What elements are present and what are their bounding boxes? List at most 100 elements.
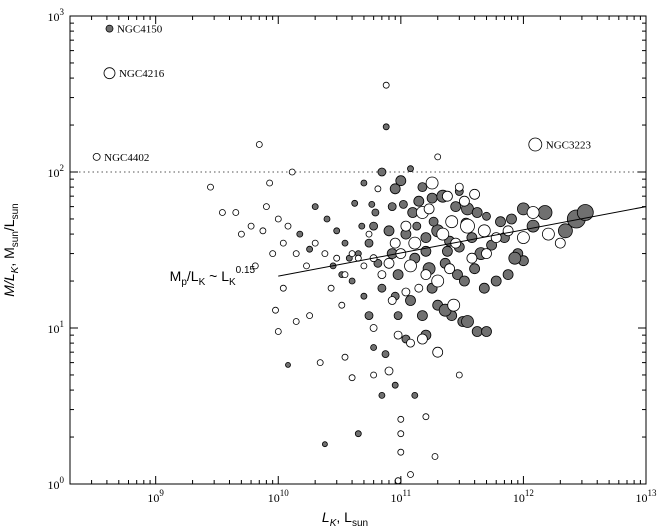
data-point-filled xyxy=(481,326,492,337)
data-point-open xyxy=(274,215,282,223)
data-point-filled xyxy=(368,200,376,208)
data-point-open xyxy=(408,236,422,250)
data-point-filled xyxy=(389,183,401,195)
data-point-open xyxy=(502,225,514,237)
data-point-open xyxy=(272,306,279,314)
data-point-filled xyxy=(369,221,379,231)
data-point-filled xyxy=(466,232,478,244)
data-point-open xyxy=(554,237,566,249)
data-point-open xyxy=(458,195,470,207)
annotated-point xyxy=(528,137,543,152)
data-point-open xyxy=(382,81,390,89)
fit-label: Mp/LK ~ LK0.15 xyxy=(170,265,256,288)
data-point-open xyxy=(400,220,412,232)
x-tick-label: 1011 xyxy=(391,488,412,505)
data-point-open xyxy=(292,318,300,325)
data-point-open xyxy=(455,371,463,379)
data-point-open xyxy=(383,257,395,269)
data-point-open xyxy=(460,218,475,234)
data-point-filled xyxy=(306,245,314,253)
data-point-open xyxy=(292,250,300,258)
data-point-open xyxy=(416,333,428,345)
data-point-open xyxy=(369,324,378,332)
data-point-filled xyxy=(558,223,573,239)
data-point-filled xyxy=(296,230,304,238)
data-point-filled xyxy=(377,167,387,177)
data-point-open xyxy=(279,284,287,292)
data-point-filled xyxy=(370,344,378,351)
data-point-filled xyxy=(392,269,404,281)
data-point-filled xyxy=(471,326,483,337)
annotation-label: NGC4402 xyxy=(104,152,149,164)
data-point-open xyxy=(436,227,450,241)
data-point-open xyxy=(445,215,459,229)
data-point-filled xyxy=(387,202,397,212)
y-tick-label: 103 xyxy=(48,7,65,24)
data-point-open xyxy=(259,227,267,235)
data-point-filled xyxy=(341,239,349,247)
data-point-open xyxy=(444,263,456,275)
data-point-open xyxy=(262,203,270,211)
data-point-open xyxy=(306,312,314,320)
data-point-filled xyxy=(537,205,553,220)
data-point-filled xyxy=(508,251,522,265)
annotated-point xyxy=(105,24,114,33)
data-point-filled xyxy=(377,283,387,293)
data-point-filled xyxy=(471,207,483,218)
y-tick-label: 101 xyxy=(48,319,65,336)
data-point-open xyxy=(393,330,403,340)
data-point-open xyxy=(360,262,368,270)
annotated-point xyxy=(103,67,116,80)
x-axis-title: LK, Lsun xyxy=(322,509,368,529)
data-point-filled xyxy=(360,292,368,300)
data-point-filled xyxy=(383,225,395,237)
data-point-filled xyxy=(405,295,416,306)
data-point-filled xyxy=(490,275,502,287)
data-point-open xyxy=(401,287,411,297)
data-point-filled xyxy=(420,232,432,244)
data-point-filled xyxy=(360,179,368,187)
axes: 109 1010 1011 1012 1013 100 101 102 103 xyxy=(48,7,658,505)
data-point-open xyxy=(469,188,481,200)
data-point-filled xyxy=(358,222,366,230)
data-point-open xyxy=(377,270,387,280)
data-point-filled xyxy=(482,211,491,221)
data-point-open xyxy=(431,453,439,460)
data-point-filled xyxy=(452,269,463,281)
data-point-open xyxy=(365,230,373,238)
data-point-open xyxy=(269,250,277,258)
x-tick-label: 109 xyxy=(147,488,164,505)
data-point-filled xyxy=(285,361,291,368)
data-point-open xyxy=(348,374,356,382)
y-tick-label: 102 xyxy=(48,163,65,180)
data-point-open xyxy=(394,477,402,485)
data-point-open xyxy=(387,296,397,305)
data-point-open xyxy=(247,222,255,230)
data-point-open xyxy=(333,254,341,262)
fit-line xyxy=(278,206,647,277)
data-point-filled xyxy=(478,282,490,294)
data-point-open xyxy=(348,250,356,258)
data-point-open xyxy=(255,141,263,148)
data-point-open xyxy=(279,239,287,247)
data-point-open xyxy=(542,227,555,241)
data-point-filled xyxy=(391,381,399,389)
data-point-filled xyxy=(348,277,356,285)
data-point-filled xyxy=(412,221,422,231)
data-point-open xyxy=(407,471,414,478)
data-point-open xyxy=(404,259,417,273)
data-point-filled xyxy=(321,441,328,448)
data-point-open xyxy=(384,366,394,376)
data-point-filled xyxy=(333,227,341,235)
x-tick-label: 1010 xyxy=(268,488,290,505)
annotation-label: NGC3223 xyxy=(546,140,592,152)
data-point-filled xyxy=(351,199,359,207)
fit-line-label: Mp/LK ~ LK0.15 xyxy=(170,265,256,288)
data-points xyxy=(207,81,647,485)
data-point-filled xyxy=(426,192,438,204)
data-point-open xyxy=(274,328,282,335)
data-point-open xyxy=(466,252,478,264)
data-point-open xyxy=(397,415,405,423)
data-point-open xyxy=(327,284,335,292)
